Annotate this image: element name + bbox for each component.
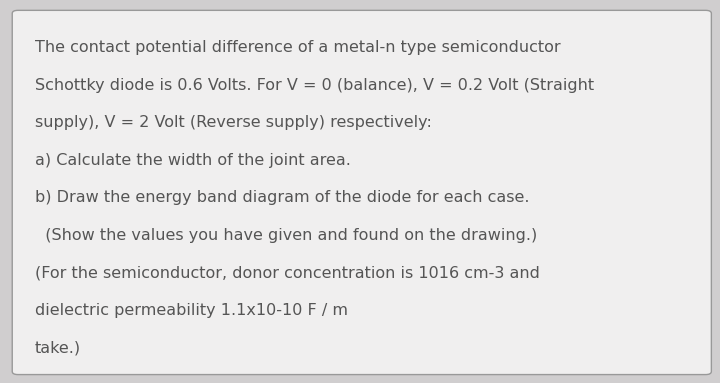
Text: supply), V = 2 Volt (Reverse supply) respectively:: supply), V = 2 Volt (Reverse supply) res… [35, 115, 431, 130]
Text: Schottky diode is 0.6 Volts. For V = 0 (balance), V = 0.2 Volt (Straight: Schottky diode is 0.6 Volts. For V = 0 (… [35, 78, 594, 93]
Text: The contact potential difference of a metal-n type semiconductor: The contact potential difference of a me… [35, 40, 560, 55]
Text: take.): take.) [35, 340, 81, 355]
Text: (For the semiconductor, donor concentration is 1016 cm-3 and: (For the semiconductor, donor concentrat… [35, 265, 539, 280]
Text: b) Draw the energy band diagram of the diode for each case.: b) Draw the energy band diagram of the d… [35, 190, 529, 205]
FancyBboxPatch shape [12, 10, 711, 375]
Text: (Show the values you have given and found on the drawing.): (Show the values you have given and foun… [35, 228, 537, 243]
Text: dielectric permeability 1.1x10-10 F / m: dielectric permeability 1.1x10-10 F / m [35, 303, 348, 318]
Text: a) Calculate the width of the joint area.: a) Calculate the width of the joint area… [35, 153, 351, 168]
